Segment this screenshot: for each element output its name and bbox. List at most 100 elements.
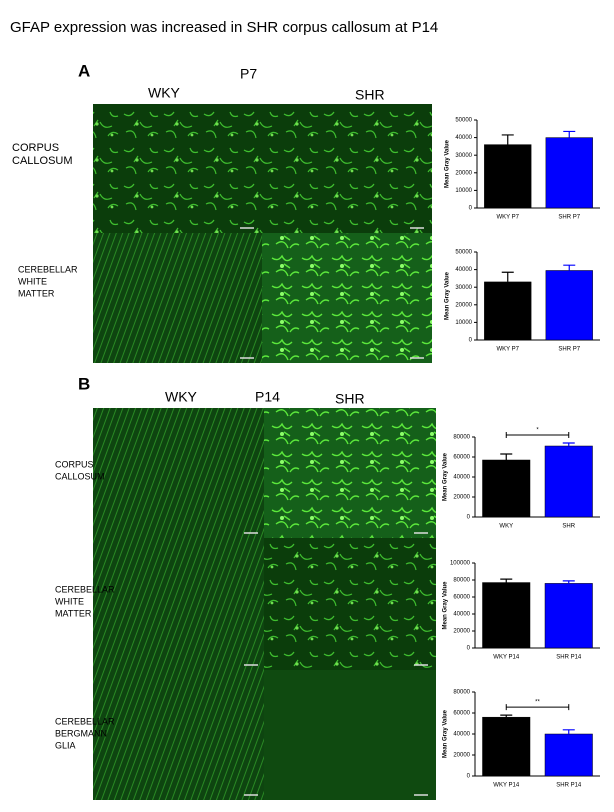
- y-tick-label: 100000: [450, 561, 471, 567]
- row-label: MATTER: [18, 288, 55, 298]
- error-bar: [563, 264, 576, 271]
- x-tick-label: WKY P7: [496, 215, 519, 221]
- micrograph: [93, 233, 262, 363]
- y-tick-label: 20000: [455, 302, 472, 308]
- y-axis-label: Mean Gray Value: [445, 139, 451, 188]
- y-tick-label: 50000: [455, 250, 472, 256]
- x-tick-label: WKY: [499, 524, 513, 530]
- bar: [544, 583, 593, 649]
- micrograph: [262, 104, 432, 233]
- y-tick-label: 50000: [455, 118, 472, 124]
- y-tick-label: 80000: [453, 690, 470, 696]
- panel-label: A: [78, 61, 90, 80]
- significance-label: **: [535, 700, 540, 706]
- significance-label: *: [536, 428, 539, 434]
- micrographs: [93, 104, 436, 800]
- y-tick-label: 40000: [455, 267, 472, 273]
- y-axis-label: Mean Gray Value: [445, 271, 451, 320]
- y-tick-label: 10000: [455, 188, 472, 194]
- y-tick-label: 0: [467, 646, 471, 652]
- x-tick-label: WKY P14: [493, 655, 520, 661]
- y-tick-label: 30000: [455, 285, 472, 291]
- x-tick-label: SHR P7: [558, 215, 580, 221]
- row-label: CEREBELLAR: [55, 716, 115, 726]
- y-tick-label: 80000: [453, 578, 470, 584]
- y-tick-label: 60000: [453, 455, 470, 461]
- y-tick-label: 0: [467, 774, 471, 780]
- y-tick-label: 20000: [453, 753, 470, 759]
- bar: [484, 144, 532, 209]
- y-tick-label: 40000: [455, 135, 472, 141]
- bar: [482, 582, 531, 649]
- bar: [544, 445, 593, 518]
- age-label: P7: [240, 66, 257, 82]
- y-tick-label: 10000: [455, 320, 472, 326]
- significance-bracket: [505, 432, 570, 438]
- micrograph: [262, 233, 432, 363]
- y-tick-label: 40000: [453, 732, 470, 738]
- y-tick-label: 20000: [453, 495, 470, 501]
- x-tick-label: SHR P7: [558, 347, 580, 353]
- x-tick-label: WKY P14: [493, 783, 520, 789]
- column-label: WKY: [148, 85, 181, 101]
- y-tick-label: 60000: [453, 711, 470, 717]
- y-tick-label: 40000: [453, 475, 470, 481]
- scale-bars: [240, 227, 428, 796]
- figure-title: GFAP expression was increased in SHR cor…: [10, 19, 438, 36]
- row-label: WHITE: [18, 276, 47, 286]
- x-tick-label: SHR: [562, 524, 575, 530]
- y-tick-label: 80000: [453, 435, 470, 441]
- error-bar: [500, 453, 513, 460]
- y-tick-label: 30000: [455, 153, 472, 159]
- y-tick-label: 20000: [455, 170, 472, 176]
- error-bar: [500, 714, 513, 718]
- x-tick-label: SHR P14: [556, 655, 582, 661]
- row-label: CORPUS: [12, 142, 59, 154]
- error-bar: [562, 580, 575, 584]
- error-bar: [501, 134, 514, 145]
- error-bar: [562, 729, 575, 734]
- x-tick-label: WKY P7: [496, 347, 519, 353]
- error-bar: [562, 442, 575, 446]
- micrograph: [93, 538, 264, 670]
- y-tick-label: 60000: [453, 595, 470, 601]
- x-tick-label: SHR P14: [556, 783, 582, 789]
- row-label: GLIA: [55, 740, 76, 750]
- y-tick-label: 40000: [453, 612, 470, 618]
- y-tick-label: 0: [469, 338, 473, 344]
- row-label: CALLOSUM: [12, 155, 73, 167]
- y-tick-label: 20000: [453, 629, 470, 635]
- bar: [482, 716, 531, 777]
- micrograph: [264, 538, 436, 670]
- error-bar: [500, 578, 513, 583]
- micrograph: [264, 670, 436, 800]
- row-label: CALLOSUM: [55, 471, 105, 481]
- row-label: CEREBELLAR: [18, 264, 78, 274]
- row-label: WHITE: [55, 596, 84, 606]
- y-axis-label: Mean Gray Value: [443, 452, 449, 501]
- row-label: MATTER: [55, 608, 92, 618]
- bar: [544, 733, 593, 777]
- micrograph: [264, 408, 436, 538]
- micrograph: [93, 408, 264, 538]
- y-tick-label: 0: [467, 515, 471, 521]
- column-label: WKY: [165, 389, 198, 405]
- row-label: BERGMANN: [55, 728, 107, 738]
- error-bar: [501, 271, 514, 282]
- micrograph: [93, 104, 262, 233]
- age-label: P14: [255, 389, 280, 405]
- row-label: CORPUS: [55, 459, 94, 469]
- y-axis-label: Mean Gray Value: [443, 581, 449, 630]
- bar: [482, 459, 531, 518]
- significance-bracket: [505, 704, 570, 711]
- column-label: SHR: [335, 391, 365, 407]
- y-tick-label: 0: [469, 206, 473, 212]
- panel-label: B: [78, 374, 90, 393]
- micrograph: [93, 670, 264, 800]
- bar: [545, 137, 593, 209]
- error-bar: [563, 130, 576, 138]
- bar: [484, 281, 532, 341]
- bar: [545, 270, 593, 341]
- y-axis-label: Mean Gray Value: [443, 709, 449, 758]
